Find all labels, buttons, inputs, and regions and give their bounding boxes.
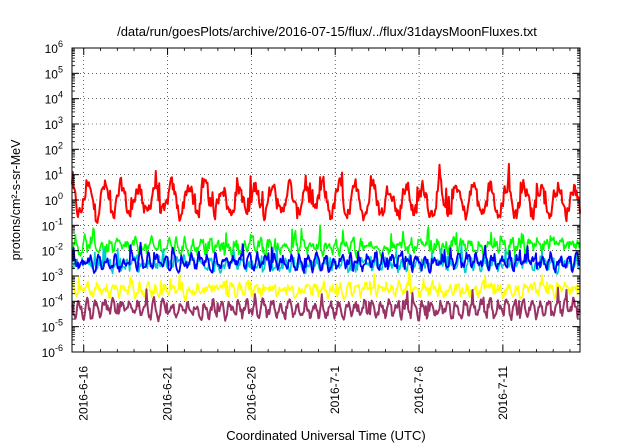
y-tick-label: 104 [45,90,63,107]
y-tick-label: 10-5 [42,318,63,335]
y-tick-label: 103 [45,115,63,132]
x-tick-label: 2016-6-16 [77,366,91,421]
y-axis-label: protons/cm²-s-sr-MeV [9,139,23,261]
series-line [71,286,581,323]
x-axis-label: Coordinated Universal Time (UTC) [226,428,425,443]
y-tick-labels: 10-6 10-5 10-4 10-3 10-2 10-1 100 101 102 103 104 1… [42,39,63,360]
y-tick-label: 10-4 [42,292,63,309]
chart-title: /data/run/goesPlots/archive/2016-07-15/f… [117,24,537,39]
x-tick-label: 2016-7-6 [412,366,426,414]
y-tick-label: 10-3 [42,267,63,284]
y-tick-label: 101 [45,166,63,183]
y-tick-label: 10-2 [42,242,63,259]
series-line [71,162,581,224]
x-tick-label: 2016-6-21 [161,366,175,421]
x-tick-label: 2016-6-26 [244,366,258,421]
series-line [71,269,581,302]
y-tick-label: 10-6 [42,343,63,360]
y-tick-label: 100 [45,191,63,208]
y-tick-label: 105 [45,64,63,81]
ticks [72,47,580,353]
series-group [71,162,581,323]
y-tick-label: 106 [45,39,63,56]
y-tick-label: 10-1 [42,216,63,233]
x-tick-label: 2016-7-11 [496,366,510,420]
series-line [71,224,581,259]
x-tick-labels: 2016-6-16 2016-6-21 2016-6-26 2016-7-1 2016-… [77,366,510,421]
x-tick-label: 2016-7-1 [328,366,342,414]
y-tick-label: 102 [45,140,63,157]
series-line [71,241,581,275]
